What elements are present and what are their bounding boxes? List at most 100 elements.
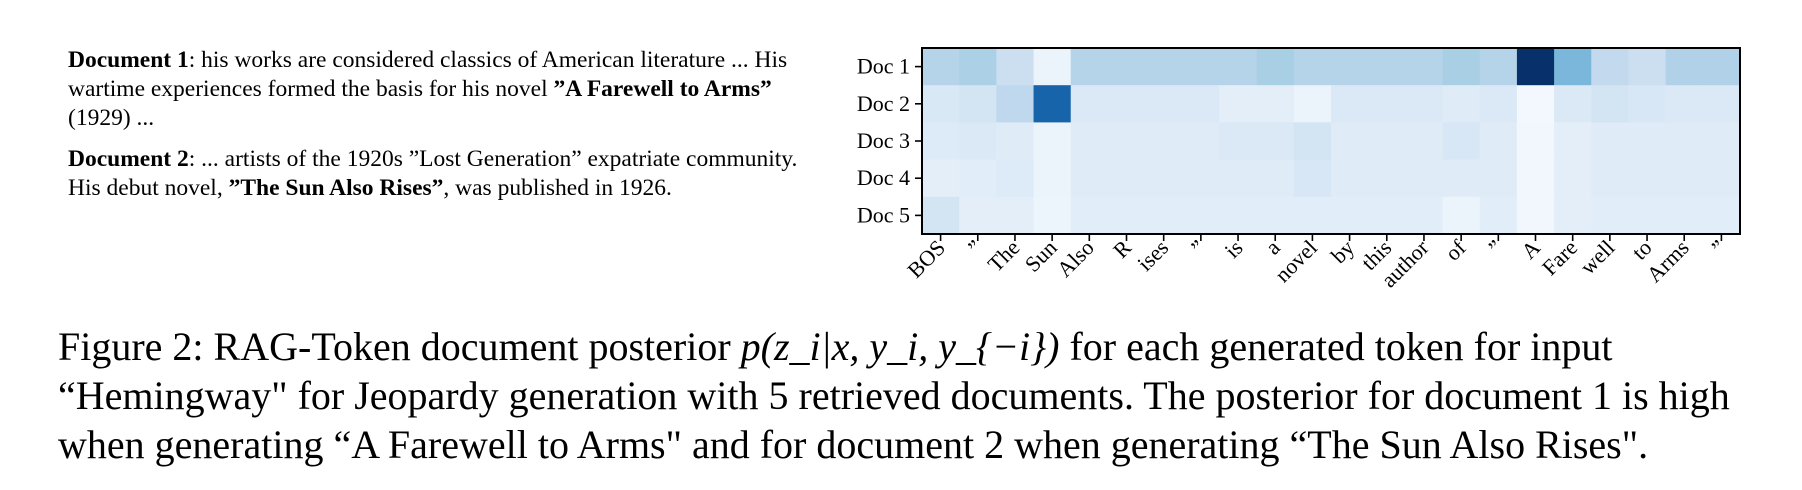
heatmap-cell — [1405, 48, 1444, 86]
heatmap-cell — [1070, 196, 1109, 235]
heatmap-cell — [1033, 85, 1072, 123]
heatmap-cell — [1368, 85, 1406, 123]
heatmap-cell — [959, 159, 997, 198]
heatmap-cell — [996, 122, 1035, 161]
heatmap-cell — [1219, 85, 1258, 123]
x-tick-label: well — [1575, 235, 1619, 279]
heatmap-cell — [1479, 159, 1518, 198]
heatmap-cell — [1591, 196, 1630, 235]
heatmap-cell — [1442, 122, 1481, 161]
heatmap-cell — [922, 48, 960, 86]
x-tick-label: Sun — [1020, 235, 1062, 277]
heatmap-cell — [1033, 48, 1072, 86]
x-tick-label: is — [1220, 235, 1248, 263]
heatmap-cell — [1442, 48, 1481, 86]
y-tick-label: Doc 2 — [857, 91, 910, 116]
heatmap-cell — [1293, 159, 1332, 198]
y-tick-label: Doc 5 — [857, 202, 910, 227]
heatmap-cell — [1331, 85, 1369, 123]
heatmap-cell — [996, 48, 1035, 86]
heatmap-cell — [1070, 85, 1109, 123]
caption-suffix: for each generated token for input “Hemi… — [58, 324, 1730, 467]
heatmap-cell — [1219, 159, 1258, 198]
heatmap-cell — [1293, 48, 1332, 86]
heatmap-cell — [1256, 159, 1295, 198]
heatmap-cell — [1107, 48, 1146, 86]
heatmap-cell — [1702, 122, 1741, 161]
x-tick-label: BOS — [902, 235, 950, 283]
heatmap-row-labels: Doc 1 Doc 2 Doc 3 Doc 4 Doc 5 — [857, 54, 922, 227]
document-1-text-end: (1929) ... — [68, 105, 155, 131]
heatmap-cell — [1405, 122, 1444, 161]
x-tick-label: of — [1440, 234, 1471, 265]
x-tick-label: The — [983, 235, 1025, 277]
heatmap-cell — [1665, 85, 1704, 123]
heatmap-cell — [1256, 85, 1295, 123]
document-2-text: : ... artists of the 1920s ”Lost Generat… — [68, 146, 798, 201]
x-tick-label: ises — [1132, 235, 1173, 276]
heatmap-cell — [1405, 196, 1444, 235]
heatmap-cell — [1107, 122, 1146, 161]
heatmap-cell — [1033, 159, 1072, 198]
heatmap-cell — [1665, 196, 1704, 235]
heatmap-cell — [1702, 159, 1741, 198]
heatmap-cell — [1516, 48, 1555, 86]
heatmap-cell — [1554, 122, 1592, 161]
heatmap-cell — [1516, 122, 1555, 161]
heatmap-cell — [1554, 196, 1592, 235]
heatmap-cell — [996, 196, 1035, 235]
y-tick-label: Doc 1 — [857, 54, 910, 79]
heatmap-cell — [1070, 122, 1109, 161]
heatmap-cell — [1442, 196, 1481, 235]
heatmap-cell — [959, 122, 997, 161]
heatmap-cell — [1554, 159, 1592, 198]
x-tick-label: ” — [1483, 235, 1508, 260]
x-tick-label: Also — [1052, 235, 1099, 282]
heatmap-cells — [922, 48, 1741, 235]
heatmap-cell — [1219, 48, 1258, 86]
heatmap-cell — [1368, 196, 1406, 235]
document-1-text: : his works are considered classics of A… — [68, 47, 788, 102]
heatmap-cell — [922, 122, 960, 161]
x-tick-label: ” — [963, 235, 988, 260]
heatmap-cell — [1145, 196, 1183, 235]
heatmap-cell — [1665, 122, 1704, 161]
heatmap-cell — [1145, 159, 1183, 198]
heatmap-cell — [1554, 85, 1592, 123]
heatmap-cell — [1070, 48, 1109, 86]
heatmap-cell — [1256, 196, 1295, 235]
heatmap-cell — [1107, 159, 1146, 198]
heatmap-cell — [1591, 48, 1630, 86]
heatmap-frame — [921, 47, 1741, 235]
document-1-excerpt: Document 1: his works are considered cla… — [68, 46, 828, 133]
x-tick-label: ” — [1186, 235, 1211, 260]
heatmap-cell — [922, 159, 960, 198]
heatmap-cell — [1107, 85, 1146, 123]
x-tick-label: Fare — [1537, 235, 1582, 280]
heatmap-cell — [1554, 48, 1592, 86]
x-tick-label: a — [1260, 235, 1285, 260]
document-1-title: ”A Farewell to Arms” — [553, 76, 772, 102]
heatmap-cell — [1145, 48, 1183, 86]
figure-caption: Figure 2: RAG-Token document posterior p… — [58, 322, 1788, 469]
heatmap-cell — [959, 48, 997, 86]
heatmap-cell — [1628, 85, 1667, 123]
heatmap-cell — [1293, 85, 1332, 123]
heatmap-cell — [1702, 85, 1741, 123]
heatmap-cell — [996, 85, 1035, 123]
heatmap-cell — [1591, 159, 1630, 198]
heatmap-cell — [1368, 159, 1406, 198]
heatmap-cell — [1256, 48, 1295, 86]
heatmap-cell — [1368, 48, 1406, 86]
heatmap-cell — [1405, 85, 1444, 123]
heatmap-cell — [1293, 196, 1332, 235]
heatmap-cell — [1591, 122, 1630, 161]
caption-math: p(z_i|x, y_i, y_{−i}) — [740, 324, 1060, 369]
heatmap-cell — [1479, 48, 1518, 86]
heatmap-cell — [922, 85, 960, 123]
heatmap-cell — [1516, 159, 1555, 198]
heatmap-cell — [1033, 196, 1072, 235]
y-tick-label: Doc 3 — [857, 128, 910, 153]
